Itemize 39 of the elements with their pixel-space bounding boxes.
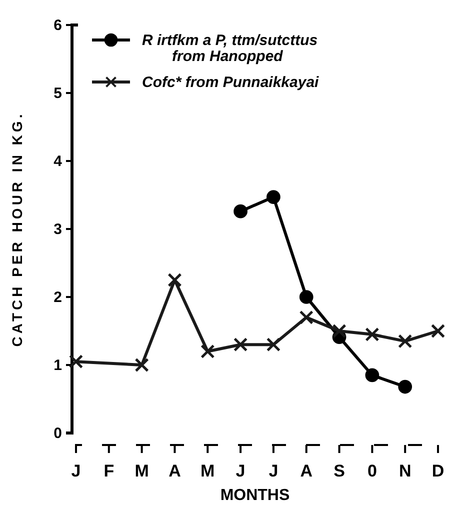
y-tick-label: 0 xyxy=(54,424,62,442)
y-tick-label: 5 xyxy=(54,84,62,102)
x-tick-label: N xyxy=(398,461,412,480)
point xyxy=(299,310,314,324)
point xyxy=(68,354,84,369)
x-tick-label: J xyxy=(71,461,81,480)
x-tick-label: 0 xyxy=(367,461,377,480)
point xyxy=(365,368,380,382)
point xyxy=(234,204,248,218)
x-tick-label: A xyxy=(300,461,313,480)
y-axis-title: CATCH PER HOUR IN KG. xyxy=(9,111,25,347)
legend-label: R irtfkm a P, ttm/sutcttus from Hanopped xyxy=(142,32,318,65)
point xyxy=(200,344,215,358)
x-tick-label: F xyxy=(104,461,114,480)
point xyxy=(233,338,248,352)
point xyxy=(134,358,149,372)
y-tick-label: 3 xyxy=(54,220,62,238)
point xyxy=(430,324,446,338)
y-tick-label: 2 xyxy=(54,288,62,306)
x-tick-label: M xyxy=(134,461,149,480)
x-tick-label: D xyxy=(432,461,444,480)
x-tick-label: J xyxy=(268,461,278,480)
x-tick-label: S xyxy=(334,461,345,480)
legend-label: Cofc* from Punnaikkayai xyxy=(142,74,320,91)
point xyxy=(266,190,280,204)
x-tick-label: J xyxy=(236,461,246,480)
point xyxy=(398,334,412,348)
point xyxy=(365,327,380,342)
x-tick-label: M xyxy=(200,461,215,480)
x-axis-title: MONTHS xyxy=(220,487,290,504)
y-tick-label: 1 xyxy=(54,356,62,374)
point xyxy=(398,380,412,394)
x-tick-label: A xyxy=(168,461,181,480)
point xyxy=(299,290,314,304)
y-tick-label: 6 xyxy=(54,16,62,34)
point xyxy=(332,324,346,338)
y-tick-label: 4 xyxy=(54,152,63,170)
point xyxy=(266,338,281,352)
point xyxy=(168,272,182,288)
